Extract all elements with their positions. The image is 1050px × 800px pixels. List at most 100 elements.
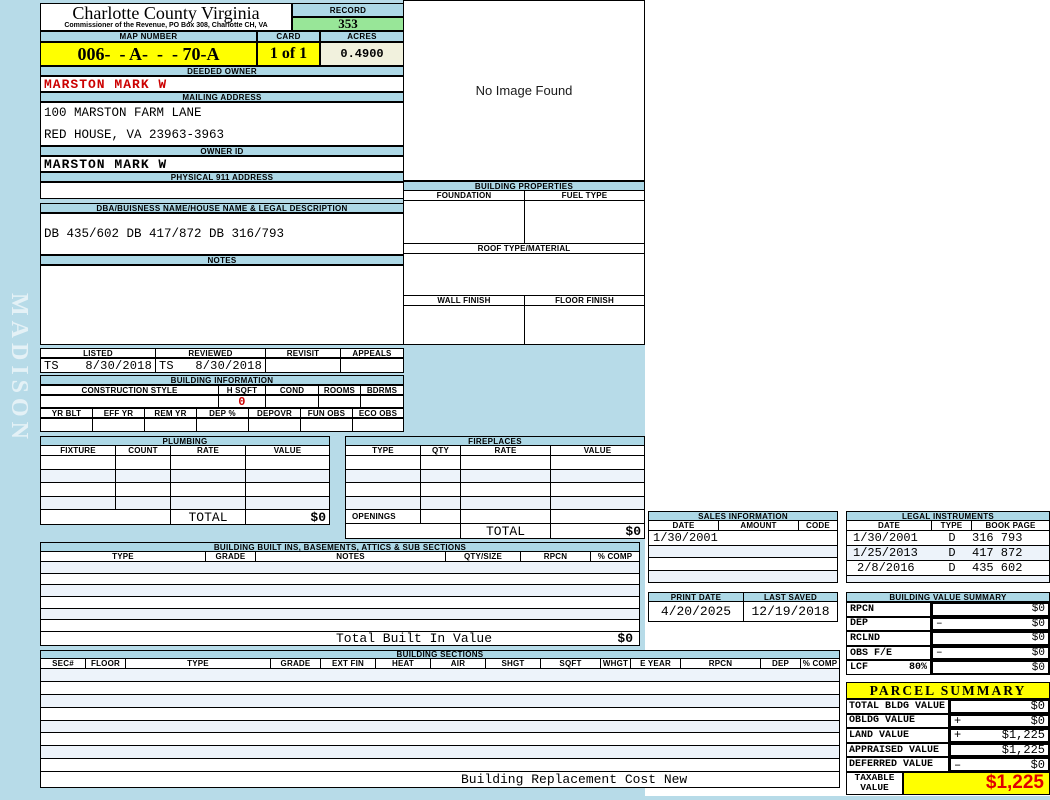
map-header-row: MAP NUMBER CARD ACRES — [40, 31, 404, 42]
instrument-bookpage: 316 793 — [972, 531, 1023, 545]
notes-field[interactable] — [40, 265, 404, 345]
sale-date: 1/30/2001 — [653, 531, 718, 545]
floor-finish-field[interactable] — [524, 306, 645, 345]
table-row — [41, 669, 839, 682]
roof-label: ROOF TYPE/MATERIAL — [403, 244, 645, 254]
ecoobs-field[interactable] — [353, 419, 403, 431]
acres-label: ACRES — [320, 31, 404, 42]
building-sections-headers: SEC# FLOOR TYPE GRADE EXT FIN HEAT AIR S… — [40, 659, 840, 669]
foundation-field[interactable] — [403, 201, 524, 244]
reviewed-date: 8/30/2018 — [195, 359, 262, 372]
table-row — [41, 620, 639, 632]
cond-field[interactable] — [266, 396, 319, 407]
plumbing-headers: FIXTURE COUNT RATE VALUE — [40, 446, 330, 456]
empty-cell — [461, 483, 551, 496]
table-row: 1/25/2013 D 417 872 — [847, 546, 1049, 561]
bdrms-field[interactable] — [361, 396, 403, 407]
fireplaces-openings-row: OPENINGS — [345, 510, 645, 524]
reviewed-label: REVIEWED — [156, 349, 266, 357]
dep-field[interactable] — [197, 419, 249, 431]
appeals-field[interactable] — [341, 359, 403, 372]
empty-cell — [551, 483, 644, 496]
row-label: RCLND — [846, 631, 931, 646]
parcel-row: OBLDG VALUE + $0 — [846, 713, 1050, 729]
floor-finish-label: FLOOR FINISH — [524, 296, 645, 306]
deeded-owner-field[interactable]: MARSTON MARK W — [40, 76, 404, 92]
acres-field[interactable]: 0.4900 — [320, 42, 404, 66]
row-label: OBS F/E — [846, 645, 931, 661]
built-ins-title: BUILDING BUILT INS, BASEMENTS, ATTICS & … — [40, 542, 640, 552]
effyr-field[interactable] — [93, 419, 145, 431]
table-row — [41, 733, 839, 747]
empty-cell — [246, 470, 329, 483]
instrument-date: 2/8/2016 — [857, 561, 915, 575]
taxable-value-label: TAXABLE VALUE — [846, 772, 903, 795]
col-header: CODE — [806, 521, 830, 530]
listed-date: 8/30/2018 — [85, 359, 152, 372]
row-label: TOTAL BLDG VALUE — [846, 699, 949, 714]
table-row: 2/8/2016 D 435 602 — [847, 561, 1049, 576]
instrument-bookpage: 435 602 — [972, 561, 1023, 575]
row-value: $1,225 — [949, 742, 1050, 758]
record-number-field[interactable]: 353 — [292, 16, 404, 31]
listed-field[interactable]: TS 8/30/2018 — [41, 359, 156, 372]
empty-cell — [246, 483, 329, 496]
empty-cell — [551, 470, 644, 483]
building-info-values1: 0 — [40, 395, 404, 408]
openings-qty-field[interactable] — [421, 510, 461, 523]
mailing-address-field[interactable]: 100 MARSTON FARM LANE RED HOUSE, VA 2396… — [40, 102, 404, 146]
row-label: APPRAISED VALUE — [846, 742, 949, 758]
sales-information-table: SALES INFORMATION DATE AMOUNT CODE 1/30/… — [648, 511, 838, 583]
row-label: LAND VALUE — [846, 728, 949, 743]
reviewed-field[interactable]: TS 8/30/2018 — [156, 359, 266, 372]
empty-cell — [116, 456, 171, 469]
roof-field[interactable] — [403, 254, 645, 296]
plumbing-rows — [40, 456, 330, 510]
last-saved-value: 12/19/2018 — [743, 602, 838, 622]
replacement-cost-label: Building Replacement Cost New — [461, 772, 688, 787]
deeded-owner-label: DEEDED OWNER — [40, 66, 404, 76]
parcel-row: TOTAL BLDG VALUE $0 — [846, 699, 1050, 714]
remyr-field[interactable] — [145, 419, 197, 431]
built-ins-total-value: $0 — [617, 631, 633, 646]
dba-field[interactable]: DB 435/602 DB 417/872 DB 316/793 — [40, 213, 404, 255]
table-row — [41, 608, 639, 621]
fuel-type-field[interactable] — [524, 201, 645, 244]
construction-style-field[interactable] — [41, 396, 219, 407]
building-info-header1: CONSTRUCTION STYLE H SQFT COND ROOMS BDR… — [40, 385, 404, 395]
row-op: + — [954, 713, 962, 728]
card-field[interactable]: 1 of 1 — [257, 42, 320, 66]
empty-cell — [346, 469, 421, 482]
table-row — [41, 720, 839, 734]
empty-cell — [421, 496, 461, 509]
wall-finish-field[interactable] — [403, 306, 524, 345]
mailing-address-line2: RED HOUSE, VA 23963-3963 — [44, 128, 225, 142]
col-header: RATE — [171, 446, 246, 455]
map-number-field[interactable]: 006- - A- - - 70-A — [40, 42, 257, 66]
physical-911-label: PHYSICAL 911 ADDRESS — [40, 172, 404, 182]
fuel-type-label: FUEL TYPE — [524, 191, 645, 201]
revisit-field[interactable] — [266, 359, 341, 372]
no-image-text: No Image Found — [475, 83, 573, 98]
depovr-field[interactable] — [249, 419, 301, 431]
foundation-label: FOUNDATION — [403, 191, 524, 201]
effyr-label: EFF YR — [93, 409, 145, 417]
taxable-value: $1,225 — [903, 771, 1050, 795]
rooms-field[interactable] — [319, 396, 361, 407]
funobs-field[interactable] — [301, 419, 353, 431]
foundation-fuel-fields — [403, 201, 645, 244]
depovr-label: DEPOVR — [249, 409, 301, 417]
commissioner-line: Commissioner of the Revenue, PO Box 308,… — [64, 22, 268, 29]
owner-id-field[interactable]: MARSTON MARK W — [40, 156, 404, 172]
col-header: QTY — [421, 446, 461, 455]
table-row — [346, 483, 644, 497]
hsqft-field[interactable]: 0 — [219, 396, 266, 407]
appeals-label: APPEALS — [352, 349, 392, 357]
property-photo-placeholder[interactable]: No Image Found — [403, 0, 645, 181]
parcel-row: LAND VALUE + $1,225 — [846, 728, 1050, 743]
physical-911-field[interactable] — [40, 182, 404, 199]
taxable-row: TAXABLE VALUE $1,225 — [846, 772, 1050, 795]
county-title: Charlotte County Virginia — [72, 3, 260, 23]
yrblt-field[interactable] — [41, 419, 93, 431]
col-header: GRADE — [206, 552, 256, 561]
